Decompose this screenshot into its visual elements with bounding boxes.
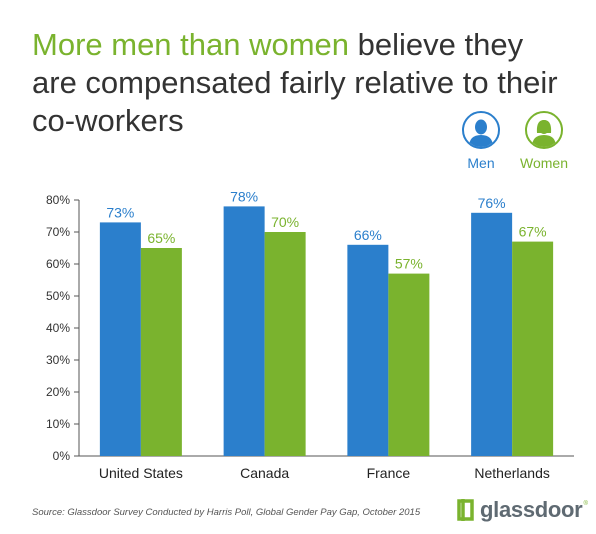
bar-men xyxy=(347,244,389,456)
source-note: Source: Glassdoor Survey Conducted by Ha… xyxy=(32,507,421,518)
bar-men xyxy=(223,206,265,456)
data-label: 66% xyxy=(354,227,382,243)
bar-women xyxy=(388,273,430,456)
bar-women xyxy=(140,248,182,456)
bar-women xyxy=(264,232,306,456)
chart-title: More men than women believe they are com… xyxy=(32,26,572,140)
x-tick-label: France xyxy=(367,465,411,481)
y-tick-label: 80% xyxy=(46,193,70,207)
legend-women-label: Women xyxy=(520,155,568,171)
y-tick-label: 20% xyxy=(46,385,70,399)
title-rest: believe they are compensated fairly rela… xyxy=(32,27,558,138)
data-label: 78% xyxy=(230,188,258,204)
glassdoor-door-icon xyxy=(457,499,474,521)
bar-women xyxy=(512,241,554,456)
logo-registered-mark: ® xyxy=(583,501,588,507)
title-highlight: More men than women xyxy=(32,27,350,62)
y-tick-label: 60% xyxy=(46,257,70,271)
data-label: 73% xyxy=(106,204,134,220)
data-label: 65% xyxy=(147,230,175,246)
x-tick-label: United States xyxy=(99,465,183,481)
y-tick-label: 70% xyxy=(46,225,70,239)
legend-men: Men xyxy=(453,111,509,171)
bar-men xyxy=(471,212,513,456)
logo-text: glassdoor xyxy=(480,497,583,522)
glassdoor-logo: glassdoor ® xyxy=(457,497,588,523)
x-tick-label: Netherlands xyxy=(474,465,550,481)
y-tick-label: 40% xyxy=(46,321,70,335)
bar-men xyxy=(99,222,141,456)
data-label: 70% xyxy=(271,214,299,230)
y-tick-label: 50% xyxy=(46,289,70,303)
legend-men-label: Men xyxy=(467,155,495,171)
data-label: 76% xyxy=(478,195,506,211)
x-tick-label: Canada xyxy=(240,465,289,481)
data-label: 67% xyxy=(519,224,547,240)
legend-women: Women xyxy=(516,111,572,171)
woman-silhouette-icon xyxy=(525,111,563,149)
y-tick-label: 0% xyxy=(53,449,71,463)
data-label: 57% xyxy=(395,256,423,272)
man-silhouette-icon xyxy=(462,111,500,149)
y-tick-label: 30% xyxy=(46,353,70,367)
y-tick-label: 10% xyxy=(46,417,70,431)
